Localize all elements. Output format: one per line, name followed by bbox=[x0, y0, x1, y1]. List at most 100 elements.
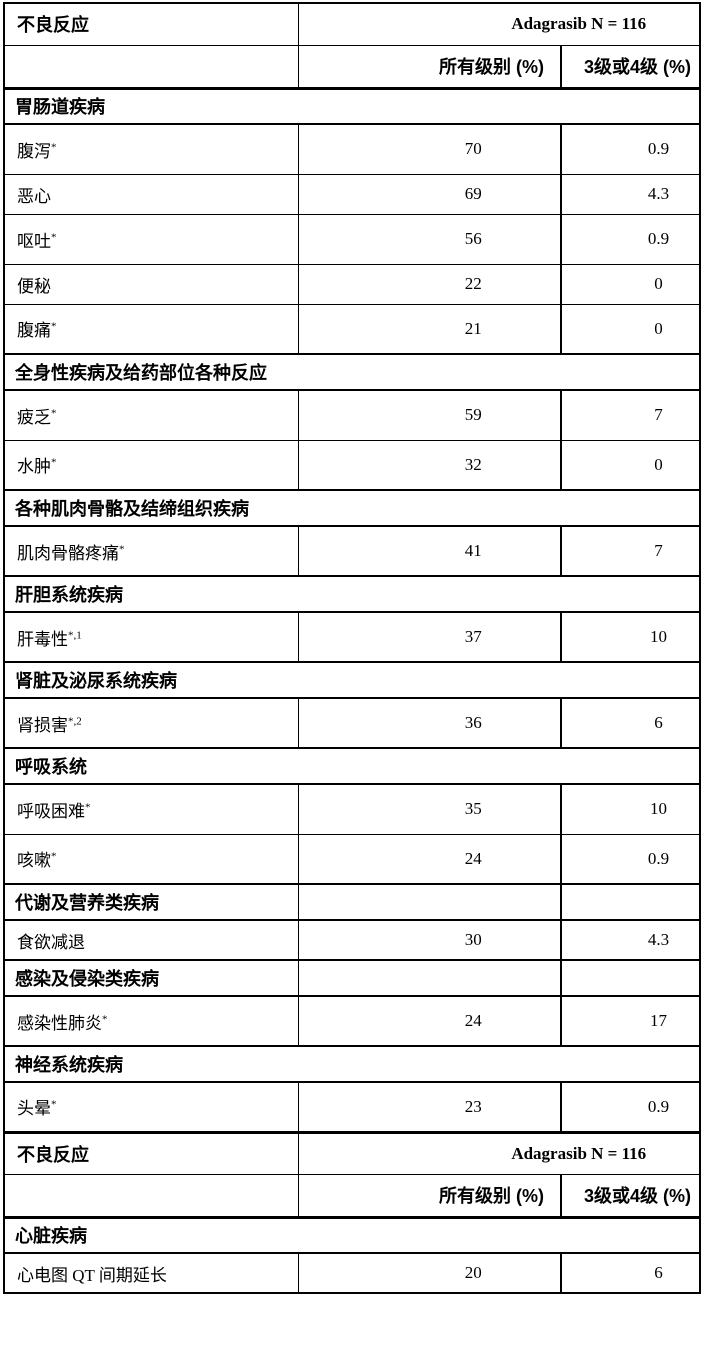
adverse-reaction-row: 恶心 69 4.3 bbox=[3, 173, 701, 215]
grade-3-4-value-cell: 0.9 bbox=[559, 123, 701, 175]
soc-category-row: 各种肌肉骨骼及结缔组织疾病 bbox=[3, 489, 701, 527]
adverse-reaction-row: 腹泻* 70 0.9 bbox=[3, 123, 701, 175]
all-grades-value-cell: 70 bbox=[297, 123, 562, 175]
adverse-reaction-row: 腹痛* 21 0 bbox=[3, 303, 701, 355]
all-grades-header-cell: 所有级别 (%) bbox=[297, 44, 562, 90]
reaction-term: 肾损害 bbox=[17, 715, 68, 735]
reaction-term-cell: 感染性肺炎* bbox=[3, 995, 299, 1047]
all-grades-header-cell: 所有级别 (%) bbox=[297, 1173, 562, 1219]
empty-header-cell bbox=[3, 44, 299, 90]
adverse-reaction-row: 肝毒性*,1 37 10 bbox=[3, 611, 701, 663]
reaction-term: 腹痛 bbox=[17, 321, 51, 341]
grade-3-4-value-cell: 0.9 bbox=[559, 1081, 701, 1133]
grade-3-4-value-cell: 10 bbox=[559, 783, 701, 835]
soc-category-cell: 各种肌肉骨骼及结缔组织疾病 bbox=[3, 489, 701, 527]
reaction-term: 呕吐 bbox=[17, 231, 51, 251]
soc-category-cell: 感染及侵染类疾病 bbox=[3, 959, 299, 997]
all-grades-value-cell: 23 bbox=[297, 1081, 562, 1133]
footnote-marker: * bbox=[85, 801, 91, 814]
footnote-marker: *,2 bbox=[68, 714, 82, 727]
adverse-reaction-row: 心电图 QT 间期延长 20 6 bbox=[3, 1252, 701, 1294]
reaction-term: 疲乏 bbox=[17, 407, 51, 427]
soc-category-row: 心脏疾病 bbox=[3, 1216, 701, 1254]
reaction-term-cell: 便秘 bbox=[3, 263, 299, 305]
footnote-marker: * bbox=[51, 1098, 57, 1111]
all-grades-value-cell: 56 bbox=[297, 213, 562, 265]
soc-category-cell: 胃肠道疾病 bbox=[3, 87, 701, 125]
adverse-reaction-row: 呼吸困难* 35 10 bbox=[3, 783, 701, 835]
footnote-marker: *,1 bbox=[68, 628, 82, 641]
all-grades-value-cell: 22 bbox=[297, 263, 562, 305]
reaction-term-cell: 腹泻* bbox=[3, 123, 299, 175]
all-grades-value-cell: 24 bbox=[297, 995, 562, 1047]
table-header-row: 不良反应 Adagrasib N = 116 bbox=[3, 1130, 701, 1175]
grade-3-4-value-cell: 7 bbox=[559, 389, 701, 441]
adverse-reactions-table-body: 不良反应 Adagrasib N = 116 所有级别 (%) 3级或4级 (%) 胃肠… bbox=[3, 2, 701, 1294]
all-grades-value-cell: 35 bbox=[297, 783, 562, 835]
reaction-term: 食欲减退 bbox=[17, 932, 85, 952]
reaction-term: 心电图 QT 间期延长 bbox=[17, 1265, 167, 1285]
reaction-term: 肌肉骨骼疼痛 bbox=[17, 543, 119, 563]
grade-3-4-value-cell: 7 bbox=[559, 525, 701, 577]
reaction-term-cell: 肌肉骨骼疼痛* bbox=[3, 525, 299, 577]
reaction-term: 便秘 bbox=[17, 276, 51, 296]
all-grades-value-cell: 21 bbox=[297, 303, 562, 355]
reaction-term: 咳嗽 bbox=[17, 851, 51, 871]
empty-value-cell bbox=[297, 883, 562, 921]
soc-category-row: 代谢及营养类疾病 bbox=[3, 883, 701, 921]
adagrasib-n-header-cell: Adagrasib N = 116 bbox=[297, 2, 701, 46]
soc-category-cell: 呼吸系统 bbox=[3, 747, 701, 785]
all-grades-value-cell: 20 bbox=[297, 1252, 562, 1294]
reaction-term-cell: 疲乏* bbox=[3, 389, 299, 441]
grade-3-4-header-cell: 3级或4级 (%) bbox=[559, 1173, 701, 1219]
all-grades-value-cell: 32 bbox=[297, 439, 562, 491]
grade-3-4-value-cell: 4.3 bbox=[559, 173, 701, 215]
reaction-term: 呼吸困难 bbox=[17, 801, 85, 821]
footnote-marker: * bbox=[51, 456, 57, 469]
all-grades-value-cell: 69 bbox=[297, 173, 562, 215]
soc-category-cell: 代谢及营养类疾病 bbox=[3, 883, 299, 921]
reaction-term: 肝毒性 bbox=[17, 629, 68, 649]
empty-value-cell bbox=[559, 959, 701, 997]
grade-3-4-value-cell: 0 bbox=[559, 263, 701, 305]
adverse-reaction-row: 肾损害*,2 36 6 bbox=[3, 697, 701, 749]
reaction-term-cell: 恶心 bbox=[3, 173, 299, 215]
adverse-reactions-table: 不良反应 Adagrasib N = 116 所有级别 (%) 3级或4级 (%) 胃肠… bbox=[3, 2, 702, 1294]
grade-columns-header-row: 所有级别 (%) 3级或4级 (%) bbox=[3, 44, 701, 90]
soc-category-row: 神经系统疾病 bbox=[3, 1045, 701, 1083]
footnote-marker: * bbox=[51, 320, 57, 333]
footnote-marker: * bbox=[51, 141, 57, 154]
adverse-reaction-row: 感染性肺炎* 24 17 bbox=[3, 995, 701, 1047]
reaction-term: 感染性肺炎 bbox=[17, 1013, 102, 1033]
adverse-reaction-row: 食欲减退 30 4.3 bbox=[3, 919, 701, 961]
soc-category-row: 胃肠道疾病 bbox=[3, 87, 701, 125]
grade-3-4-value-cell: 0.9 bbox=[559, 833, 701, 885]
soc-category-cell: 肝胆系统疾病 bbox=[3, 575, 701, 613]
soc-category-cell: 神经系统疾病 bbox=[3, 1045, 701, 1083]
empty-value-cell bbox=[559, 883, 701, 921]
reaction-term-cell: 肾损害*,2 bbox=[3, 697, 299, 749]
grade-3-4-value-cell: 10 bbox=[559, 611, 701, 663]
reaction-term: 腹泻 bbox=[17, 141, 51, 161]
adverse-reaction-row: 疲乏* 59 7 bbox=[3, 389, 701, 441]
footnote-marker: * bbox=[51, 850, 57, 863]
reaction-term-cell: 食欲减退 bbox=[3, 919, 299, 961]
grade-3-4-value-cell: 6 bbox=[559, 1252, 701, 1294]
adverse-reaction-row: 肌肉骨骼疼痛* 41 7 bbox=[3, 525, 701, 577]
soc-category-cell: 心脏疾病 bbox=[3, 1216, 701, 1254]
all-grades-value-cell: 24 bbox=[297, 833, 562, 885]
grade-3-4-value-cell: 0 bbox=[559, 303, 701, 355]
reaction-term-cell: 心电图 QT 间期延长 bbox=[3, 1252, 299, 1294]
adverse-reaction-row: 头晕* 23 0.9 bbox=[3, 1081, 701, 1133]
reaction-term-cell: 头晕* bbox=[3, 1081, 299, 1133]
all-grades-value-cell: 41 bbox=[297, 525, 562, 577]
adverse-reaction-row: 呕吐* 56 0.9 bbox=[3, 213, 701, 265]
reaction-term-cell: 肝毒性*,1 bbox=[3, 611, 299, 663]
soc-category-cell: 全身性疾病及给药部位各种反应 bbox=[3, 353, 701, 391]
adverse-reaction-row: 水肿* 32 0 bbox=[3, 439, 701, 491]
all-grades-value-cell: 30 bbox=[297, 919, 562, 961]
soc-category-cell: 肾脏及泌尿系统疾病 bbox=[3, 661, 701, 699]
grade-3-4-value-cell: 4.3 bbox=[559, 919, 701, 961]
adverse-reaction-header-cell: 不良反应 bbox=[3, 2, 299, 46]
